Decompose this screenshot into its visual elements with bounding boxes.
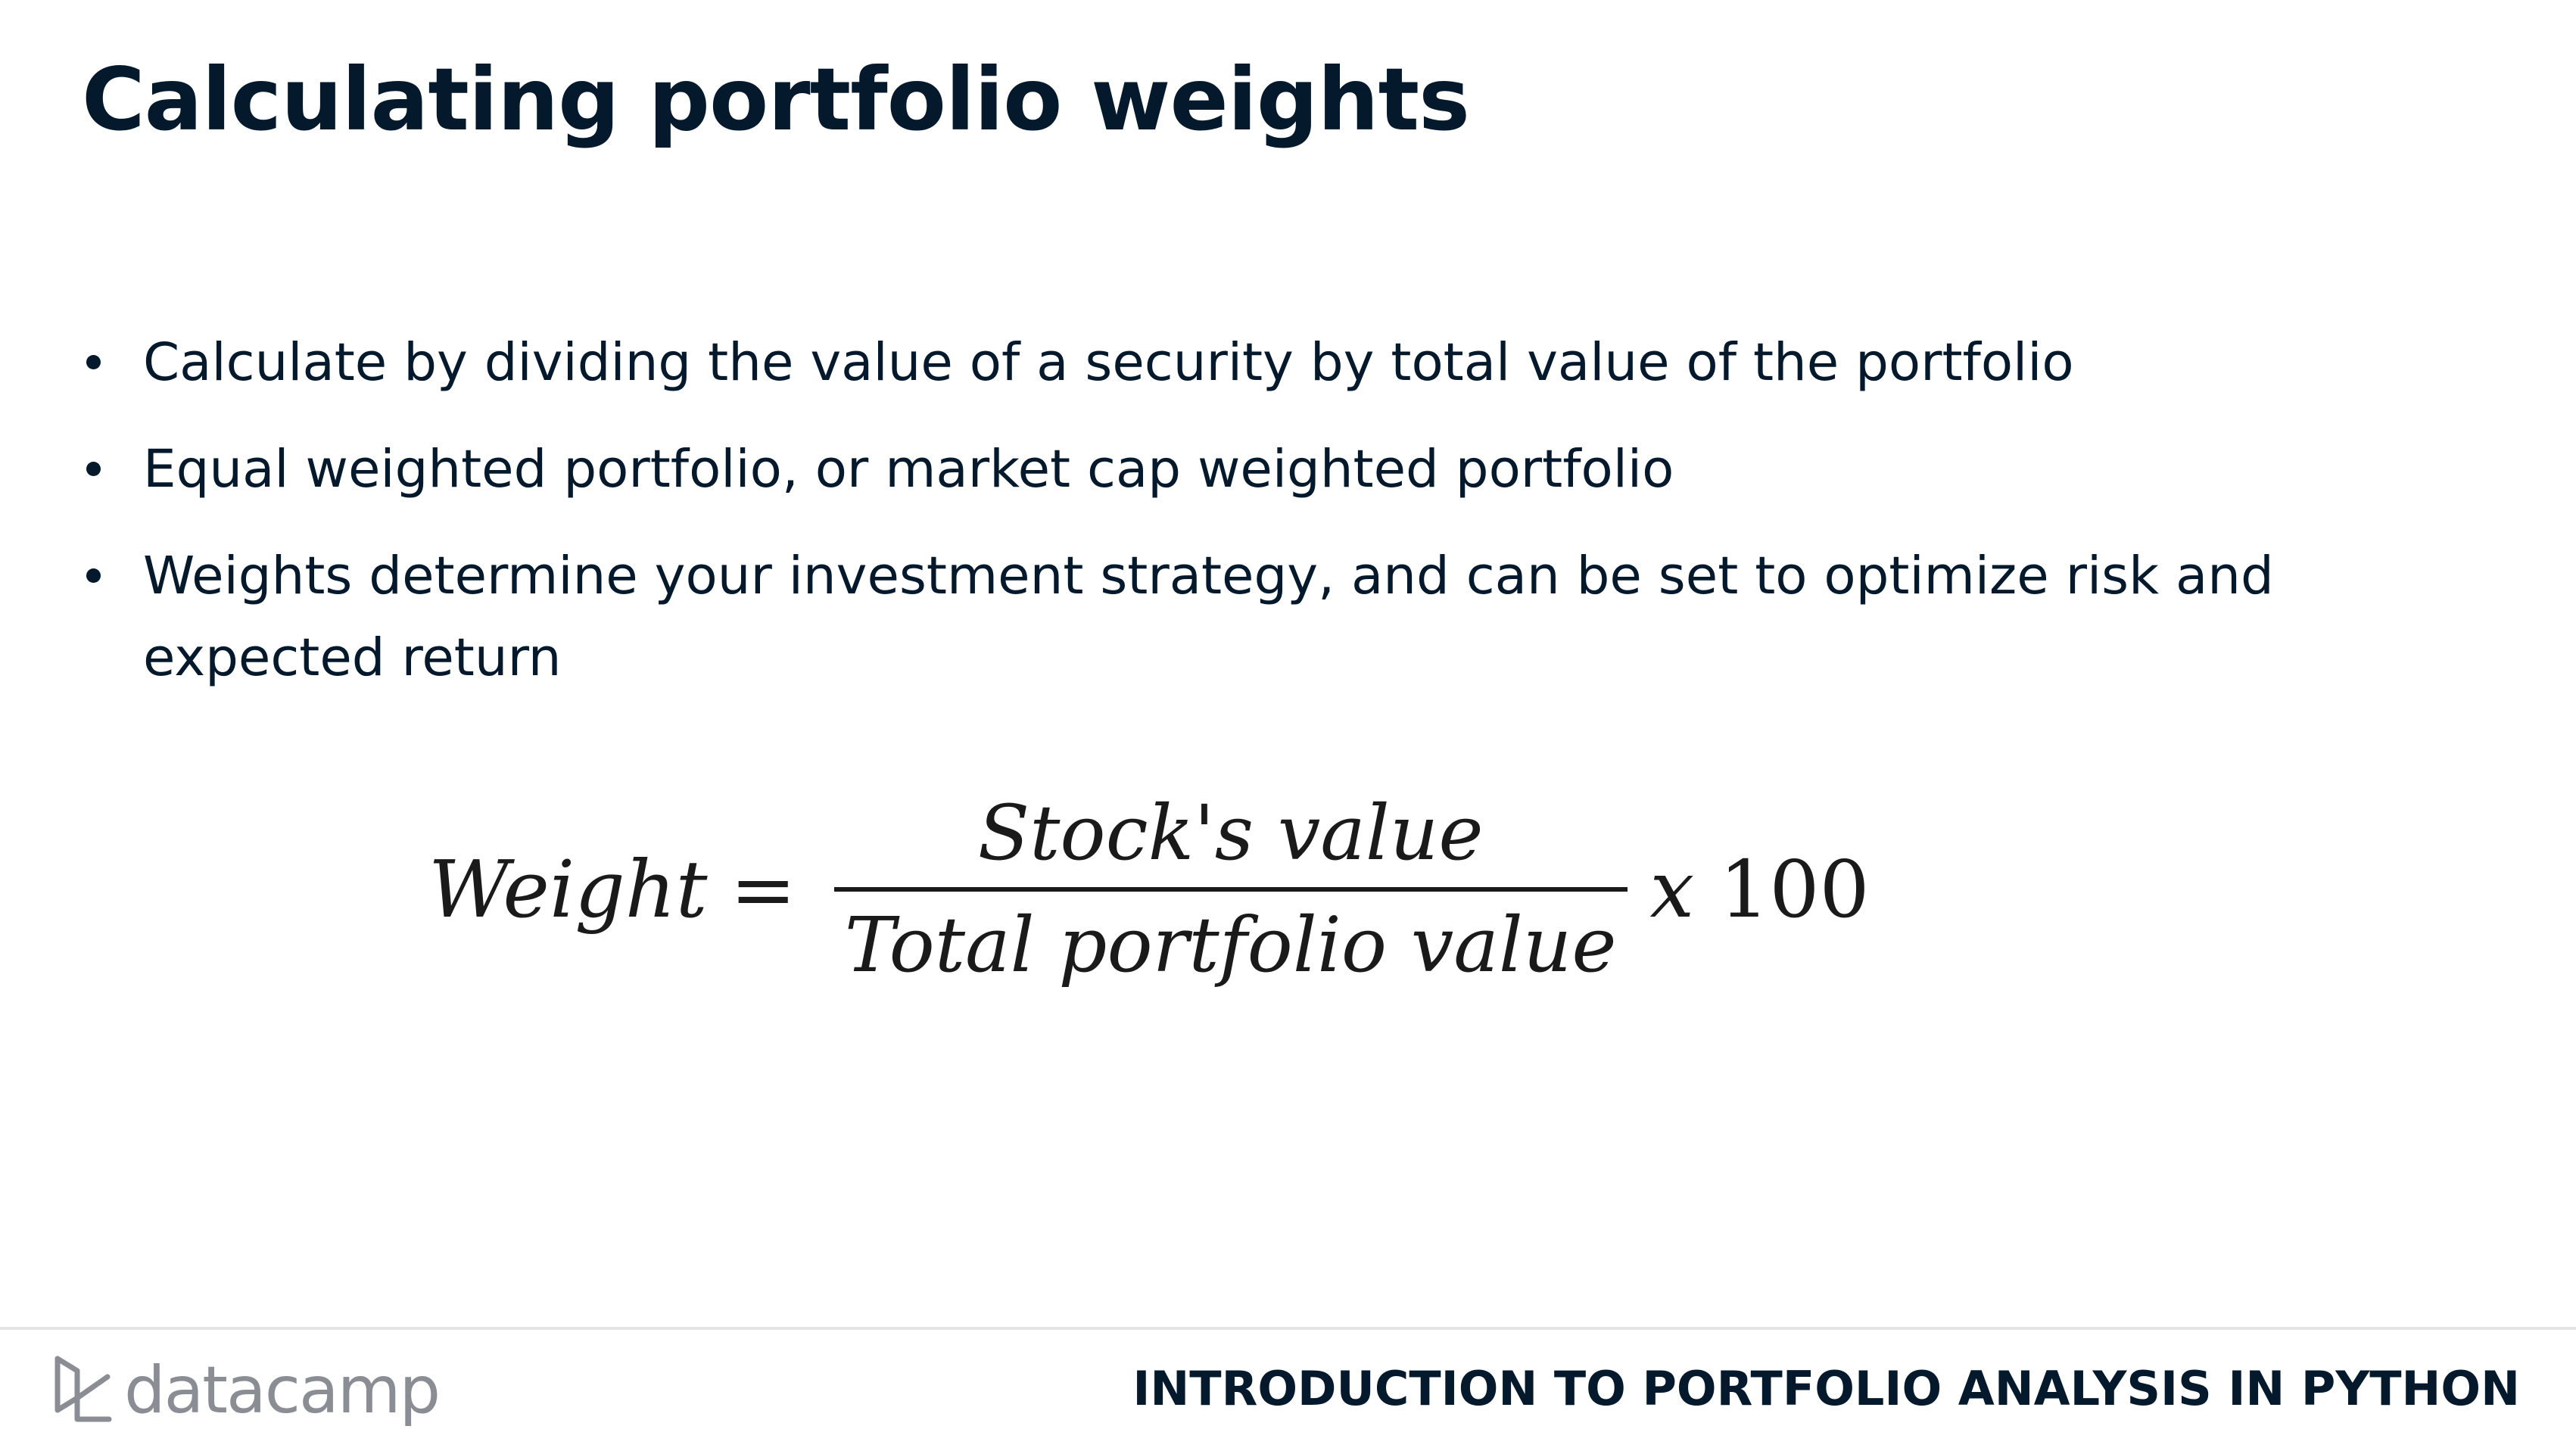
slide-title: Calculating portfolio weights (82, 49, 1470, 150)
formula-lhs: Weight (428, 843, 708, 936)
bullet-text: Calculate by dividing the value of a sec… (143, 332, 2074, 393)
bullet-dot-icon (86, 568, 101, 583)
bullet-item: Weights determine your investment strate… (82, 535, 2512, 699)
formula-multiplier-value: 100 (1719, 843, 1870, 936)
datacamp-wordmark: datacamp (124, 1353, 441, 1428)
bullet-item: Equal weighted portfolio, or market cap … (82, 428, 2512, 510)
fraction-bar (833, 887, 1628, 892)
formula-multiplier-symbol: x (1649, 843, 1695, 936)
bullet-dot-icon (86, 462, 101, 476)
formula-fraction: Stock's value Total portfolio value (833, 784, 1628, 995)
course-name: INTRODUCTION TO PORTFOLIO ANALYSIS IN PY… (1132, 1361, 2520, 1416)
bullet-dot-icon (86, 355, 101, 369)
formula-equals: = (730, 843, 796, 936)
formula-multiplier: x 100 (1650, 843, 1870, 936)
bullet-item: Calculate by dividing the value of a sec… (82, 322, 2512, 403)
footer-divider (0, 1327, 2576, 1330)
bullet-text: Weights determine your investment strate… (143, 546, 2274, 688)
datacamp-logo: datacamp (51, 1349, 441, 1432)
weight-formula: Weight = Stock's value Total portfolio v… (428, 776, 1870, 1003)
formula-numerator: Stock's value (977, 789, 1484, 877)
formula-denominator: Total portfolio value (844, 901, 1617, 989)
bullet-list: Calculate by dividing the value of a sec… (82, 322, 2512, 724)
bullet-text: Equal weighted portfolio, or market cap … (143, 439, 1674, 500)
datacamp-logo-icon (55, 1356, 112, 1422)
